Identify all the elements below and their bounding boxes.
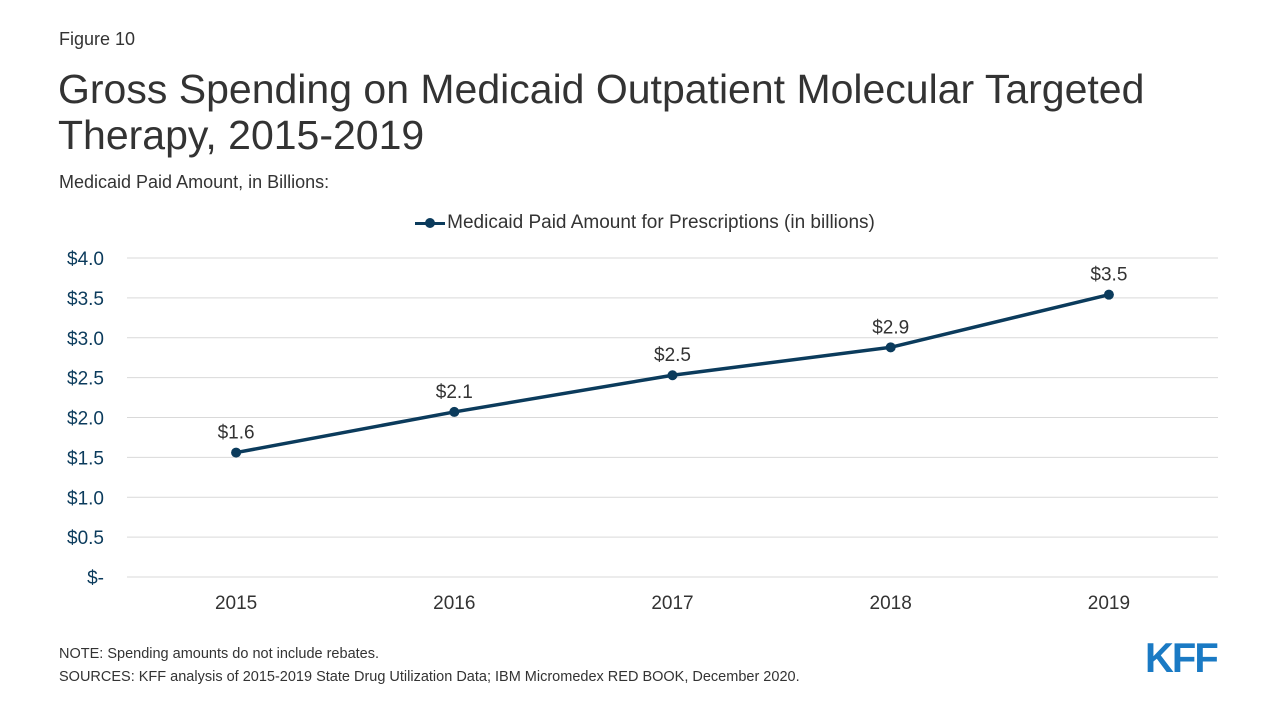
data-label: $2.1 [436, 382, 473, 403]
sources-text: SOURCES: KFF analysis of 2015-2019 State… [59, 669, 800, 685]
data-point [1103, 289, 1114, 300]
data-point [885, 342, 896, 353]
data-label: $2.5 [654, 345, 691, 366]
data-label: $3.5 [1090, 265, 1127, 286]
note-text: NOTE: Spending amounts do not include re… [59, 646, 379, 662]
y-tick-label: $2.5 [67, 369, 104, 390]
x-tick-label: 2017 [651, 593, 693, 614]
legend-label: Medicaid Paid Amount for Prescriptions (… [447, 212, 875, 233]
legend-line-marker-icon [415, 217, 446, 229]
y-tick-label: $0.5 [67, 528, 104, 549]
y-tick-label: $4.0 [67, 249, 104, 270]
y-tick-label: $1.0 [67, 488, 104, 509]
figure-label: Figure 10 [59, 29, 136, 49]
data-label: $1.6 [218, 423, 255, 444]
data-point [667, 370, 678, 381]
y-tick-label: $1.5 [67, 448, 104, 469]
x-tick-label: 2015 [215, 593, 257, 614]
x-tick-label: 2018 [870, 593, 912, 614]
footnotes: NOTE: Spending amounts do not include re… [59, 643, 800, 689]
data-point [449, 406, 460, 417]
legend-entry: Medicaid Paid Amount for Prescriptions (… [415, 212, 875, 234]
y-tick-label: $3.0 [67, 329, 104, 350]
x-tick-label: 2019 [1088, 593, 1130, 614]
y-tick-label: $- [87, 568, 104, 589]
chart-legend: Medicaid Paid Amount for Prescriptions (… [0, 211, 1280, 235]
x-tick-label: 2016 [433, 593, 475, 614]
page-title: Gross Spending on Medicaid Outpatient Mo… [58, 66, 1145, 158]
chart-subtitle: Medicaid Paid Amount, in Billions: [59, 172, 330, 192]
data-label: $2.9 [872, 317, 909, 338]
data-point [231, 447, 242, 458]
y-tick-label: $3.5 [67, 289, 104, 310]
kff-logo: KFF [1145, 634, 1219, 681]
y-tick-label: $2.0 [67, 409, 104, 430]
